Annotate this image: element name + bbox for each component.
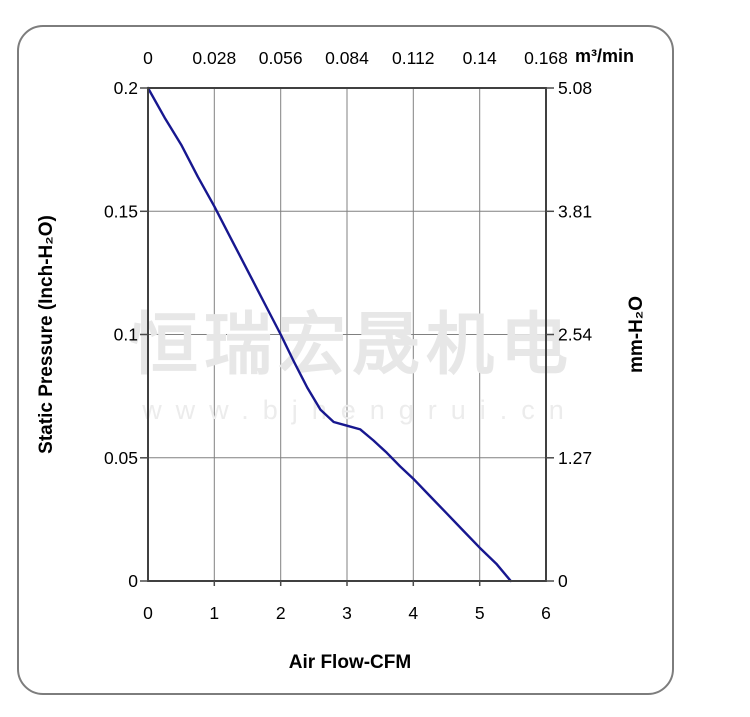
right-tick-label: 2.54	[558, 325, 592, 345]
top-tick-label: 0.14	[463, 48, 497, 68]
top-tick-label: 0.168	[524, 48, 568, 68]
bottom-tick-label: 0	[143, 603, 153, 623]
bottom-axis: 0 1 2 3 4 5 6	[143, 603, 551, 623]
x-axis-title: Air Flow-CFM	[289, 652, 411, 673]
bottom-tick-label: 4	[408, 603, 418, 623]
left-tick-label: 0.05	[104, 448, 138, 468]
bottom-tick-label: 2	[276, 603, 286, 623]
chart-outer-frame	[17, 25, 674, 695]
left-tick-label: 0.15	[104, 201, 138, 221]
pressure-curve	[146, 86, 512, 583]
top-tick-label: 0.084	[325, 48, 369, 68]
right-tick-label: 1.27	[558, 448, 592, 468]
left-axis: 0.2 0.15 0.1 0.05 0	[104, 78, 138, 591]
watermark: 恒瑞宏晟机电 www.bjhengrui.cn	[130, 307, 578, 425]
right-tick-label: 0	[558, 571, 568, 591]
left-tick-label: 0	[128, 571, 138, 591]
bottom-tick-label: 3	[342, 603, 352, 623]
gridlines	[148, 88, 546, 581]
bottom-tick-label: 5	[475, 603, 485, 623]
top-tick-label: 0.112	[392, 48, 435, 68]
top-tick-label: 0.056	[259, 48, 303, 68]
top-tick-label: 0	[143, 48, 153, 68]
watermark-url-text: www.bjhengrui.cn	[141, 395, 578, 425]
bottom-tick-label: 6	[541, 603, 551, 623]
top-axis-unit-label: m³/min	[575, 46, 634, 66]
left-tick-label: 0.1	[114, 325, 138, 345]
bottom-tick-label: 1	[209, 603, 219, 623]
watermark-company-text: 恒瑞宏晟机电	[130, 307, 574, 383]
tick-marks	[140, 87, 554, 586]
right-tick-label: 3.81	[558, 201, 592, 221]
right-axis: 5.08 3.81 2.54 1.27 0	[558, 78, 592, 591]
top-axis: 0 0.028 0.056 0.084 0.112 0.14 0.168 m³/…	[143, 46, 634, 68]
right-y-axis-title: mm-H₂O	[626, 296, 647, 373]
top-tick-label: 0.028	[192, 48, 236, 68]
right-tick-label: 5.08	[558, 78, 592, 98]
left-tick-label: 0.2	[114, 78, 138, 98]
left-y-axis-title: Static Pressure (Inch-H₂O)	[36, 215, 57, 454]
